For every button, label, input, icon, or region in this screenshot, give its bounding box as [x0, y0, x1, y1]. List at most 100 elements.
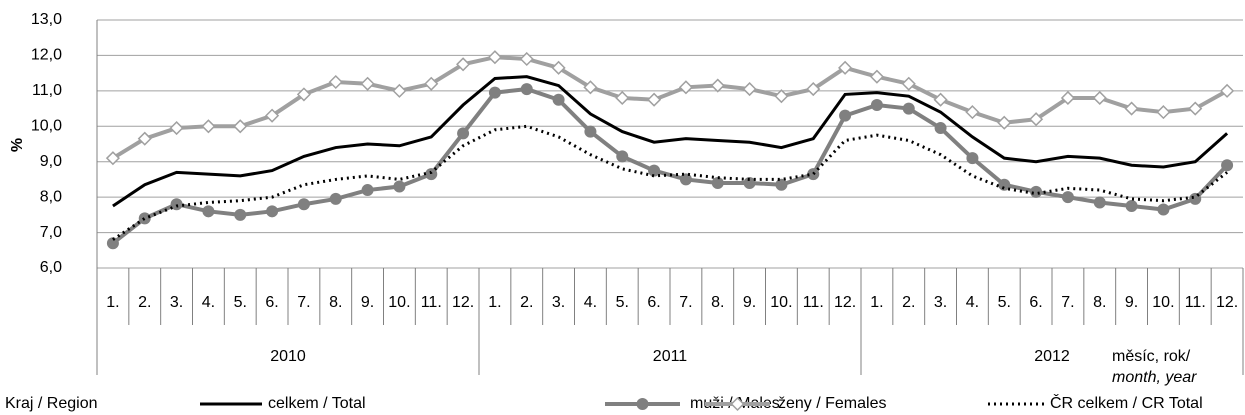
x-tick-label: 2. — [902, 294, 915, 311]
point — [360, 76, 375, 91]
x-tick-label: 10. — [770, 294, 792, 311]
x-tick-label: 4. — [966, 294, 979, 311]
x-tick-label: 6. — [647, 294, 660, 311]
point — [1030, 185, 1043, 198]
x-tick-label: 8. — [1093, 294, 1106, 311]
point — [965, 105, 980, 120]
point — [933, 92, 948, 107]
x-tick-label: 11. — [421, 294, 442, 311]
point — [807, 168, 820, 181]
x-tick-label: 3. — [170, 294, 183, 311]
x-tick-label: 6. — [265, 294, 278, 311]
point — [1188, 101, 1203, 116]
x-tick-label: 5. — [616, 294, 629, 311]
point — [138, 212, 151, 225]
x-tick-label: 2. — [138, 294, 151, 311]
point — [202, 205, 215, 218]
point — [934, 122, 947, 135]
y-tick-label: 8,0 — [40, 188, 62, 205]
point — [328, 74, 343, 90]
point — [487, 50, 502, 65]
x-tick-label: 11. — [803, 294, 824, 311]
point — [742, 82, 757, 97]
point — [1092, 90, 1107, 106]
x-tick-label: 10. — [1152, 294, 1174, 311]
point — [648, 164, 661, 177]
point — [710, 78, 725, 93]
point — [584, 125, 597, 138]
point — [1060, 90, 1075, 106]
x-tick-label: 5. — [998, 294, 1011, 311]
point — [329, 192, 342, 205]
x-tick-label: 4. — [202, 294, 215, 311]
x-tick-label: 5. — [234, 294, 247, 311]
legend-label: ČR celkem / CR Total — [1050, 393, 1203, 412]
point — [678, 80, 693, 95]
point — [730, 396, 745, 412]
y-axis-label: % — [9, 138, 26, 152]
point — [1061, 191, 1074, 204]
point — [137, 131, 152, 146]
x-axis-label: month, year — [1112, 369, 1197, 386]
point — [456, 57, 471, 72]
x-tick-label: 11. — [1185, 294, 1206, 311]
series-line — [111, 55, 1229, 160]
point — [774, 89, 789, 104]
group-label: 2012 — [1034, 348, 1070, 365]
point — [1156, 105, 1171, 120]
point — [488, 86, 501, 99]
point — [583, 80, 598, 95]
x-tick-label: 7. — [679, 294, 692, 311]
x-tick-label: 3. — [934, 294, 947, 311]
y-tick-label: 13,0 — [31, 11, 62, 28]
point — [806, 82, 821, 97]
x-tick-label: 4. — [584, 294, 597, 311]
x-tick-label: 1. — [870, 294, 883, 311]
point — [234, 208, 247, 221]
group-label: 2010 — [270, 348, 306, 365]
point — [361, 184, 374, 197]
point — [998, 178, 1011, 191]
x-tick-label: 12. — [1216, 294, 1238, 311]
y-tick-label: 9,0 — [40, 153, 62, 170]
point — [393, 180, 406, 193]
point — [201, 119, 216, 134]
point — [297, 198, 310, 211]
point — [869, 69, 884, 84]
x-tick-label: 9. — [743, 294, 756, 311]
point — [170, 198, 183, 211]
x-tick-label: 1. — [488, 294, 501, 311]
x-tick-label: 1. — [106, 294, 119, 311]
y-tick-label: 12,0 — [31, 47, 62, 64]
point — [520, 83, 533, 96]
point — [1189, 192, 1202, 205]
x-axis-label: měsíc, rok/ — [1112, 348, 1191, 365]
point — [902, 102, 915, 115]
point — [743, 176, 756, 189]
point — [169, 120, 184, 136]
group-label: 2011 — [653, 348, 688, 365]
point — [647, 92, 662, 107]
x-tick-label: 6. — [1029, 294, 1042, 311]
x-tick-label: 12. — [834, 294, 856, 311]
point — [519, 51, 534, 67]
point — [1093, 196, 1106, 209]
point — [839, 109, 852, 122]
legend-label: ženy / Females — [778, 395, 886, 412]
y-tick-label: 11,0 — [32, 82, 62, 99]
x-tick-label: 7. — [1061, 294, 1074, 311]
point — [457, 127, 470, 140]
point — [1124, 101, 1139, 116]
point — [838, 60, 853, 75]
point — [1220, 83, 1235, 98]
y-tick-label: 10,0 — [31, 118, 62, 135]
point — [106, 237, 119, 250]
point — [901, 76, 916, 91]
x-tick-label: 8. — [329, 294, 342, 311]
x-tick-label: 12. — [452, 294, 474, 311]
point — [266, 205, 279, 218]
point — [296, 87, 311, 102]
point — [105, 151, 120, 166]
point — [636, 398, 649, 410]
x-tick-label: 2. — [520, 294, 533, 311]
